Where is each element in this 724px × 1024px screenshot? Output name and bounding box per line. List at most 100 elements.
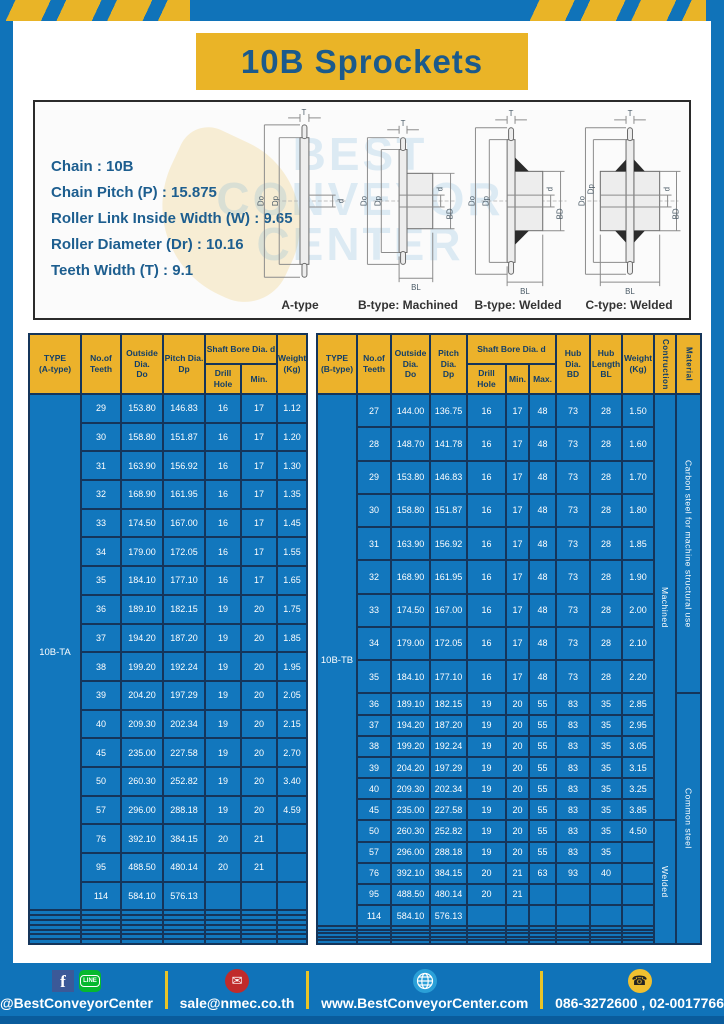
- table-cell: 55: [527, 798, 558, 822]
- table-cell: 28: [356, 426, 392, 462]
- footer-social-handle: @BestConveyorCenter: [0, 995, 153, 1011]
- table-cell: 29: [356, 459, 392, 495]
- table-cell: 187.20: [162, 622, 206, 654]
- mail-icon: ✉: [225, 969, 250, 993]
- dim-bd-label: BD: [671, 208, 680, 219]
- table-cell: 35: [589, 777, 624, 801]
- table-cell: 28: [589, 625, 624, 662]
- table-cell: 48: [527, 426, 558, 462]
- table-cell: 168.90: [120, 479, 164, 510]
- diagram-label: B-type: Welded: [474, 298, 562, 312]
- table-row: 34 179.00 172.05 16 17 1.55: [29, 536, 309, 568]
- table-cell: 48: [527, 492, 558, 529]
- table-cell: 151.87: [162, 421, 206, 453]
- col-header-material: Material: [675, 333, 703, 395]
- table-cell: 584.10: [120, 880, 164, 912]
- table-cell: 17: [505, 525, 530, 562]
- table-row: 39 204.20 197.29 19 20 55 83 35 3.15: [317, 755, 701, 780]
- table-cell: 252.82: [162, 765, 206, 797]
- table-b-body: 10B-TB 27 144.00 136.75 16 17 48 73 28 1.50 Machin…: [316, 392, 703, 945]
- table-cell: 2.00: [621, 592, 656, 628]
- table-cell: 16: [204, 565, 242, 596]
- table-cell: 19: [466, 777, 507, 801]
- table-row: 40 209.30 202.34 19 20 2.15: [29, 708, 309, 740]
- dim-d-label: d: [546, 187, 555, 191]
- table-cell: 57: [80, 794, 122, 826]
- hazard-stripes-left: [0, 0, 190, 21]
- empty-table-row: [316, 939, 701, 945]
- table-cell: 19: [466, 734, 507, 758]
- table-cell: 197.29: [162, 679, 206, 711]
- table-cell: 16: [466, 592, 507, 628]
- table-row: 36 189.10 182.15 19 20 55 83 35 2.85 Common steel: [317, 692, 703, 945]
- table-cell: 17: [239, 450, 279, 482]
- table-row: 76 392.10 384.15 20 21 63 93 40: [317, 861, 701, 885]
- dim-bl-label: BL: [411, 283, 421, 292]
- table-cell: [621, 904, 656, 928]
- globe-icon: [412, 969, 437, 993]
- table-cell: 144.00: [390, 392, 431, 429]
- table-cell: 55: [527, 755, 558, 780]
- table-cell: 392.10: [390, 861, 431, 885]
- empty-table-row: [28, 928, 309, 936]
- diagram-c-type-welded: T Do Dp d BD BL C-type: Welded: [573, 108, 685, 314]
- table-cell: 48: [527, 658, 558, 695]
- table-cell: [621, 861, 656, 885]
- dim-do-label: Do: [359, 195, 368, 206]
- table-cell: 95: [356, 882, 392, 907]
- table-cell: 194.20: [120, 622, 164, 654]
- col-header-drill-hole: Drill Hole: [204, 363, 242, 395]
- table-cell: 163.90: [120, 450, 164, 482]
- table-cell: 16: [204, 479, 242, 510]
- table-cell: 153.80: [390, 459, 431, 495]
- table-cell: 45: [356, 798, 392, 822]
- facebook-icon: f: [51, 970, 74, 992]
- col-header-pitch-dia: Pitch Dia. Dp: [429, 333, 468, 395]
- empty-table-row: [28, 923, 309, 931]
- spec-line: Chain : 10B: [51, 158, 134, 175]
- col-header-min: Min.: [505, 363, 530, 395]
- table-cell: 20: [505, 713, 530, 737]
- table-cell: 209.30: [390, 777, 431, 801]
- table-cell: 55: [527, 734, 558, 758]
- dim-bd-label: BD: [446, 208, 455, 219]
- construction-cell: Machined: [653, 392, 678, 822]
- table-cell: 1.60: [621, 426, 656, 462]
- spec-line: Roller Link Inside Width (W) : 9.65: [51, 210, 293, 227]
- table-cell: 17: [239, 479, 279, 510]
- table-cell: 172.05: [162, 536, 206, 568]
- table-cell: [276, 852, 309, 883]
- empty-table-row: [316, 935, 701, 942]
- table-cell: 83: [555, 840, 592, 864]
- table-cell: 20: [505, 777, 530, 801]
- table-row: 45 235.00 227.58 19 20 2.70: [29, 737, 309, 768]
- table-row: 33 174.50 167.00 16 17 48 73 28 2.00: [317, 592, 701, 628]
- type-cell: 10B-TA: [28, 392, 82, 912]
- table-cell: 17: [505, 492, 530, 529]
- table-cell: 57: [356, 840, 392, 864]
- table-cell: 55: [527, 819, 558, 843]
- table-cell: 16: [204, 393, 242, 424]
- table-cell: 20: [239, 794, 279, 826]
- table-cell: 1.80: [621, 492, 656, 529]
- col-header-type: TYPE (A-type): [28, 333, 82, 395]
- table-cell: 83: [555, 777, 592, 801]
- table-cell: 27: [356, 392, 392, 429]
- dim-t-label: T: [509, 109, 514, 118]
- table-cell: 16: [466, 525, 507, 562]
- table-cell: 34: [80, 536, 122, 568]
- table-cell: 177.10: [162, 565, 206, 596]
- table-cell: 32: [80, 479, 122, 510]
- col-header-outside-dia: Outside Dia. Do: [390, 333, 431, 395]
- table-row: 36 189.10 182.15 19 20 1.75: [29, 593, 309, 625]
- table-cell: 39: [80, 679, 122, 711]
- dim-do-label: Do: [467, 195, 476, 206]
- table-row: 57 296.00 288.18 19 20 4.59: [29, 794, 309, 826]
- table-cell: 20: [505, 840, 530, 864]
- diagram-label: B-type: Machined: [357, 298, 458, 312]
- footer-separator: [540, 970, 544, 1009]
- table-cell: 35: [589, 692, 624, 716]
- table-cell: 584.10: [390, 904, 431, 928]
- table-cell: [466, 904, 507, 928]
- table-cell: 392.10: [120, 823, 164, 854]
